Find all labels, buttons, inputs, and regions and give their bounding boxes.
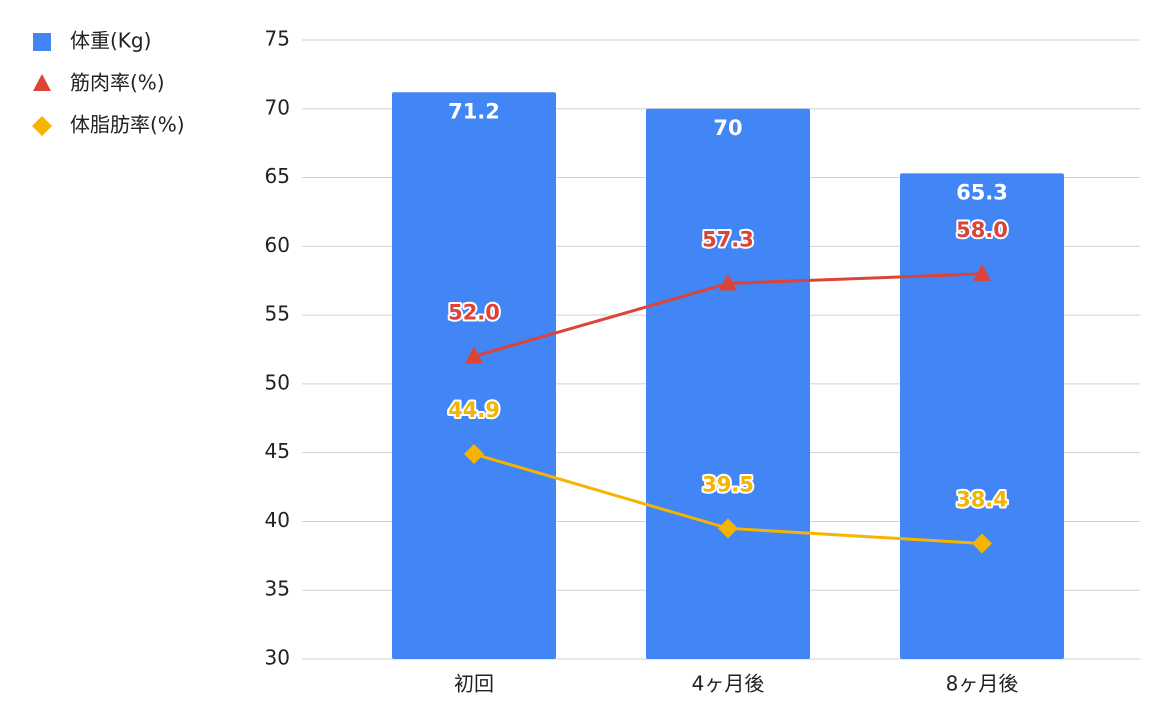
bar [392, 92, 556, 659]
diamond-marker [718, 518, 738, 539]
line-value-label: 58.0 [956, 218, 1008, 242]
y-tick-label: 50 [265, 370, 290, 394]
triangle-marker [465, 346, 483, 364]
legend-label: 体脂肪率(%) [70, 113, 185, 137]
y-tick-label: 55 [265, 302, 290, 326]
triangle-marker [973, 263, 991, 281]
line-value-label: 44.9 [448, 398, 500, 422]
line-value-label: 52.0 [448, 300, 500, 324]
bar-value-label: 65.3 [956, 180, 1008, 204]
y-tick-label: 45 [265, 439, 290, 463]
y-tick-label: 60 [265, 233, 290, 257]
bar-value-label: 71.2 [448, 99, 500, 123]
legend-label: 体重(Kg) [70, 29, 151, 53]
bar-value-label: 70 [713, 116, 742, 140]
legend-label: 筋肉率(%) [70, 71, 165, 95]
bar [900, 173, 1064, 659]
legend-marker [33, 74, 51, 91]
y-tick-label: 40 [265, 508, 290, 532]
bar [646, 108, 810, 660]
line-value-label: 39.5 [702, 472, 754, 496]
line-value-label: 57.3 [702, 227, 754, 251]
y-tick-label: 65 [265, 164, 290, 188]
y-tick-label: 30 [265, 646, 290, 670]
x-tick-label: 4ヶ月後 [692, 672, 765, 696]
y-tick-label: 70 [265, 95, 290, 119]
triangle-marker [719, 273, 737, 291]
x-tick-label: 8ヶ月後 [946, 672, 1019, 696]
x-tick-label: 初回 [454, 672, 494, 696]
diamond-marker [972, 533, 992, 554]
y-tick-label: 75 [265, 27, 290, 51]
y-tick-label: 35 [265, 577, 290, 601]
line-value-label: 38.4 [956, 487, 1008, 511]
diamond-marker [464, 444, 484, 465]
legend-marker [32, 116, 52, 136]
legend-marker [33, 33, 51, 51]
